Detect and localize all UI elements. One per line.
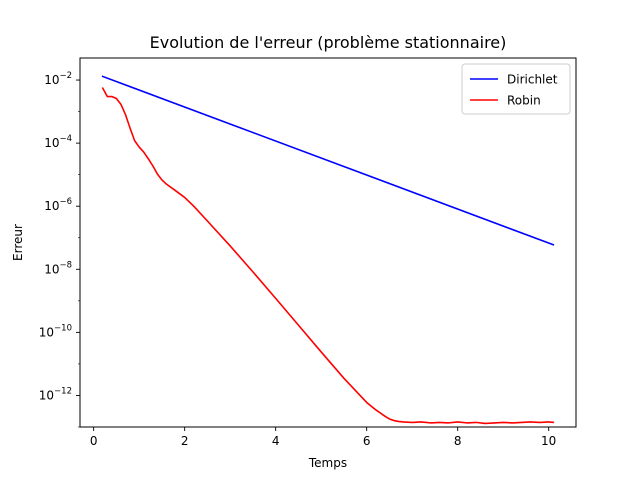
x-tick-label: 4 <box>272 434 280 448</box>
y-tick-label: 10−12 <box>39 386 72 402</box>
x-axis-label: Temps <box>308 456 347 470</box>
plot-area-frame <box>79 57 577 428</box>
x-tick-label: 10 <box>541 434 556 448</box>
legend-label-dirichlet: Dirichlet <box>507 73 558 87</box>
x-tick-label: 8 <box>454 434 462 448</box>
series-line-robin <box>101 87 555 425</box>
y-axis-label: Erreur <box>11 224 25 261</box>
y-tick-label: 10−4 <box>44 134 72 150</box>
x-axis-ticks: 0 2 4 6 8 10 <box>90 427 556 448</box>
series-line-dirichlet <box>101 75 555 246</box>
x-tick-label: 2 <box>181 434 189 448</box>
y-axis-ticks: 10−12 10−10 10−8 10−6 10−4 10−2 <box>39 71 80 428</box>
y-tick-label: 10−10 <box>39 323 72 339</box>
y-tick-label: 10−2 <box>44 71 72 87</box>
x-tick-label: 6 <box>363 434 371 448</box>
legend-label-robin: Robin <box>507 94 541 108</box>
chart-title: Evolution de l'erreur (problème stationn… <box>150 33 507 52</box>
y-tick-label: 10−6 <box>44 197 72 213</box>
y-tick-label: 10−8 <box>44 260 72 276</box>
x-tick-label: 0 <box>90 434 98 448</box>
legend: Dirichlet Robin <box>461 63 571 115</box>
legend-box <box>461 63 571 115</box>
